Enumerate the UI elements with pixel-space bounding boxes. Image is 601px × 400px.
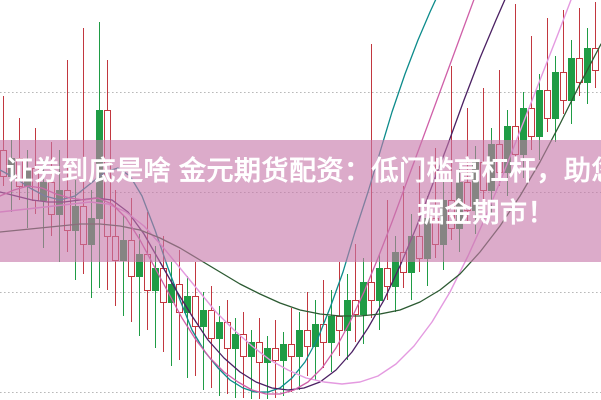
banner-headline: 证券到底是啥 金元期货配资：低门槛高杠杆，助您 掘金期市！ [0,150,601,255]
candle-body [528,108,535,137]
candle-body [552,72,559,119]
candle-body [232,334,239,349]
candle-body [144,254,151,291]
candle-body [568,58,575,101]
candle-body [280,344,287,361]
candle-body [376,268,383,301]
candle-body [272,348,279,361]
candle-body [136,254,143,277]
candle-body [576,58,583,83]
headline-line-1: 证券到底是啥 金元期货配资：低门槛高杠杆，助您 [6,156,601,186]
candle-body [208,310,215,339]
candle-body [304,330,311,347]
candle-body [224,322,231,349]
candle-body [560,72,567,101]
candle-body [296,330,303,357]
candle-body [240,334,247,357]
candle-body [320,324,327,343]
candle-body [160,268,167,303]
candle-body [328,316,335,343]
candle-body [192,296,199,327]
candle-body [288,344,295,357]
candle-body [544,90,551,119]
candle-body [584,48,591,83]
candle-body [368,282,375,301]
candle-body [216,322,223,339]
candle-body [336,316,343,331]
candle-body [248,342,255,357]
candle-body [536,90,543,137]
headline-line-2: 掘金期市！ [417,198,555,228]
candle-body [352,300,359,315]
candle-body [200,310,207,327]
candle-body [384,268,391,287]
